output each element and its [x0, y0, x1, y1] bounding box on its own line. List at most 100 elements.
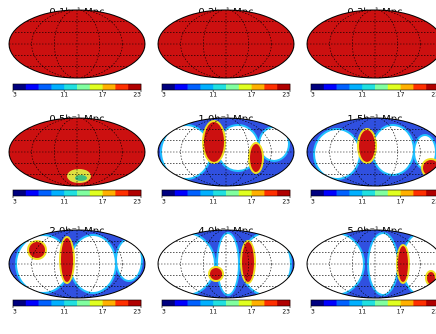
colorbar-segment — [51, 190, 65, 196]
graticule — [31, 10, 123, 78]
map-panel: 0.3h⁻¹ Mpc3111723 — [306, 7, 436, 99]
colorbar-frame — [310, 83, 436, 91]
colorbar-segment — [64, 190, 78, 196]
map-outline — [8, 229, 146, 299]
colorbar-tick-label: 3 — [13, 309, 17, 316]
sky-map — [9, 118, 145, 186]
colorbar-segment — [102, 190, 116, 196]
colorbar-tick-label: 11 — [358, 199, 366, 206]
void — [260, 128, 288, 160]
colorbar-frame — [12, 83, 142, 91]
colorbar-tick-label: 11 — [60, 199, 68, 206]
colorbar-segment — [251, 300, 265, 306]
colorbar-frame — [310, 299, 436, 307]
colorbar-segment — [375, 84, 389, 90]
patch — [75, 175, 87, 181]
colorbar-segment — [213, 300, 227, 306]
colorbar-segment — [13, 84, 27, 90]
colorbar-segment — [64, 300, 78, 306]
colorbar-tick-label: 23 — [133, 199, 141, 206]
colorbar-segment — [238, 84, 252, 90]
colorbar-segment — [251, 190, 265, 196]
sky-map — [307, 118, 436, 186]
overdensity — [29, 242, 45, 258]
colorbar-segment — [13, 190, 27, 196]
colorbar-segment — [238, 300, 252, 306]
graticule — [329, 230, 421, 298]
colorbar-segment — [277, 84, 291, 90]
colorbar-frame — [161, 83, 291, 91]
colorbar-segment — [38, 300, 52, 306]
colorbar-tick-label: 11 — [60, 92, 68, 99]
colorbar-segment — [115, 84, 129, 90]
colorbar-segment — [38, 84, 52, 90]
sky-map — [158, 118, 294, 186]
colorbar-segment — [387, 84, 401, 90]
map-outline — [157, 117, 295, 187]
colorbar-frame — [161, 189, 291, 197]
colorbar-segment — [336, 190, 350, 196]
colorbar-segment — [362, 300, 376, 306]
colorbar-segment — [336, 300, 350, 306]
map-panel: 0.5h⁻¹ Mpc3111723 — [8, 114, 146, 206]
colorbar-segment — [128, 190, 142, 196]
colorbar-segment — [277, 300, 291, 306]
colorbar-segment — [89, 84, 103, 90]
map-outline — [306, 9, 436, 79]
map-outline — [157, 229, 295, 299]
colorbar-tick-label: 3 — [162, 199, 166, 206]
colorbar-tick-label: 17 — [397, 199, 405, 206]
void — [315, 130, 359, 178]
colorbar-segment — [162, 190, 176, 196]
colorbar-segment — [200, 84, 214, 90]
colorbar-segment — [128, 84, 142, 90]
overdensity — [204, 122, 224, 162]
colorbar-segment — [387, 300, 401, 306]
graticule — [180, 118, 272, 186]
map-panel: 2.0h⁻¹ Mpc3111723 — [8, 226, 146, 316]
colorbar-segment — [362, 84, 376, 90]
sky-map — [9, 230, 145, 298]
colorbar-segment — [64, 84, 78, 90]
graticule — [180, 230, 272, 298]
colorbar-segment — [102, 300, 116, 306]
map-panel: 5.0h⁻¹ Mpc3111723 — [306, 226, 436, 316]
colorbar-tick-label: 3 — [311, 92, 315, 99]
colorbar-segment — [77, 300, 91, 306]
colorbar-segment — [213, 84, 227, 90]
colorbar-segment — [311, 84, 325, 90]
map-panel: 4.0h⁻¹ Mpc3111723 — [157, 226, 295, 316]
colorbar-segment — [200, 190, 214, 196]
colorbar-segment — [336, 84, 350, 90]
colorbar-tick-label: 11 — [209, 199, 217, 206]
colorbar-segment — [25, 84, 39, 90]
map-panel: 0.2h⁻¹ Mpc3111723 — [157, 7, 295, 99]
overdensity — [427, 272, 435, 284]
overdensity — [242, 242, 254, 282]
colorbar-segment — [187, 84, 201, 90]
colorbar-segment — [375, 190, 389, 196]
colorbar-segment — [174, 84, 188, 90]
colorbar-segment — [38, 190, 52, 196]
colorbar-segment — [400, 84, 414, 90]
colorbar-segment — [264, 300, 278, 306]
colorbar-segment — [349, 190, 363, 196]
colorbar-tick-label: 23 — [133, 309, 141, 316]
colorbar-tick-label: 3 — [162, 309, 166, 316]
sky-map — [307, 10, 436, 78]
map-panel: 1.5h⁻¹ Mpc3111723 — [306, 114, 436, 206]
colorbar-segment — [323, 84, 337, 90]
colorbar-tick-label: 23 — [282, 92, 290, 99]
colorbar-tick-label: 23 — [431, 199, 436, 206]
colorbar-tick-label: 23 — [282, 309, 290, 316]
colorbar-segment — [102, 84, 116, 90]
colorbar-segment — [51, 300, 65, 306]
sky-map — [307, 230, 436, 298]
sky-map — [158, 230, 294, 298]
colorbar-tick-label: 23 — [431, 92, 436, 99]
colorbar-segment — [264, 84, 278, 90]
colorbar-tick-label: 3 — [162, 92, 166, 99]
colorbar-segment — [77, 84, 91, 90]
colorbar-segment — [115, 190, 129, 196]
colorbar-tick-label: 11 — [209, 92, 217, 99]
